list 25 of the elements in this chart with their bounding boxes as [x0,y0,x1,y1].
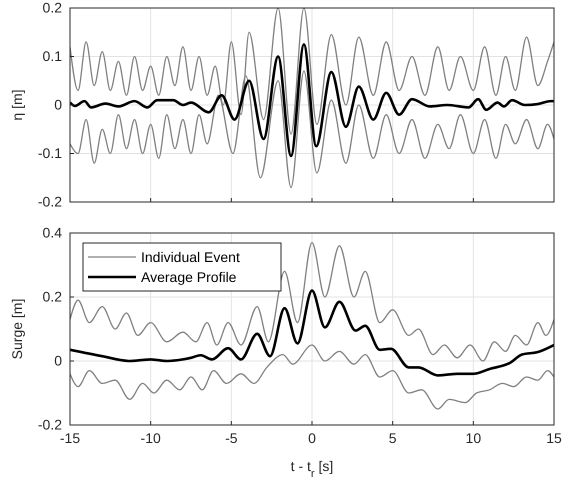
y-tick-label: -0.1 [38,144,62,161]
x-tick-label: -5 [225,430,238,446]
line-series [70,242,554,362]
y-tick-label: -0.2 [38,193,62,210]
x-tick-label: 0 [308,430,316,446]
x-tick-label: 15 [546,430,562,446]
y-tick-label: -0.2 [38,416,62,432]
line-series [70,344,554,410]
y-axis-title: η [m] [9,89,25,121]
y-tick-label: 0.1 [42,48,62,64]
x-tick-label: -15 [60,430,80,446]
y-axis-title: Surge [m] [9,298,25,360]
line-series [70,289,554,377]
x-tick-label: 10 [466,430,482,446]
y-tick-label: 0.2 [42,288,62,304]
y-tick-label: 0 [54,96,62,112]
y-tick-label: 0.2 [42,0,62,16]
legend-label: Average Profile [141,269,237,285]
line-series [70,43,554,158]
y-tick-label: 0 [54,352,62,368]
x-tick-label: 5 [388,430,397,446]
x-tick-label: -10 [140,430,161,446]
x-axis-title: t - t$_{r}$ [s] [290,458,334,480]
y-tick-label: 0.4 [42,224,62,240]
legend-label: Individual Event [141,249,240,265]
